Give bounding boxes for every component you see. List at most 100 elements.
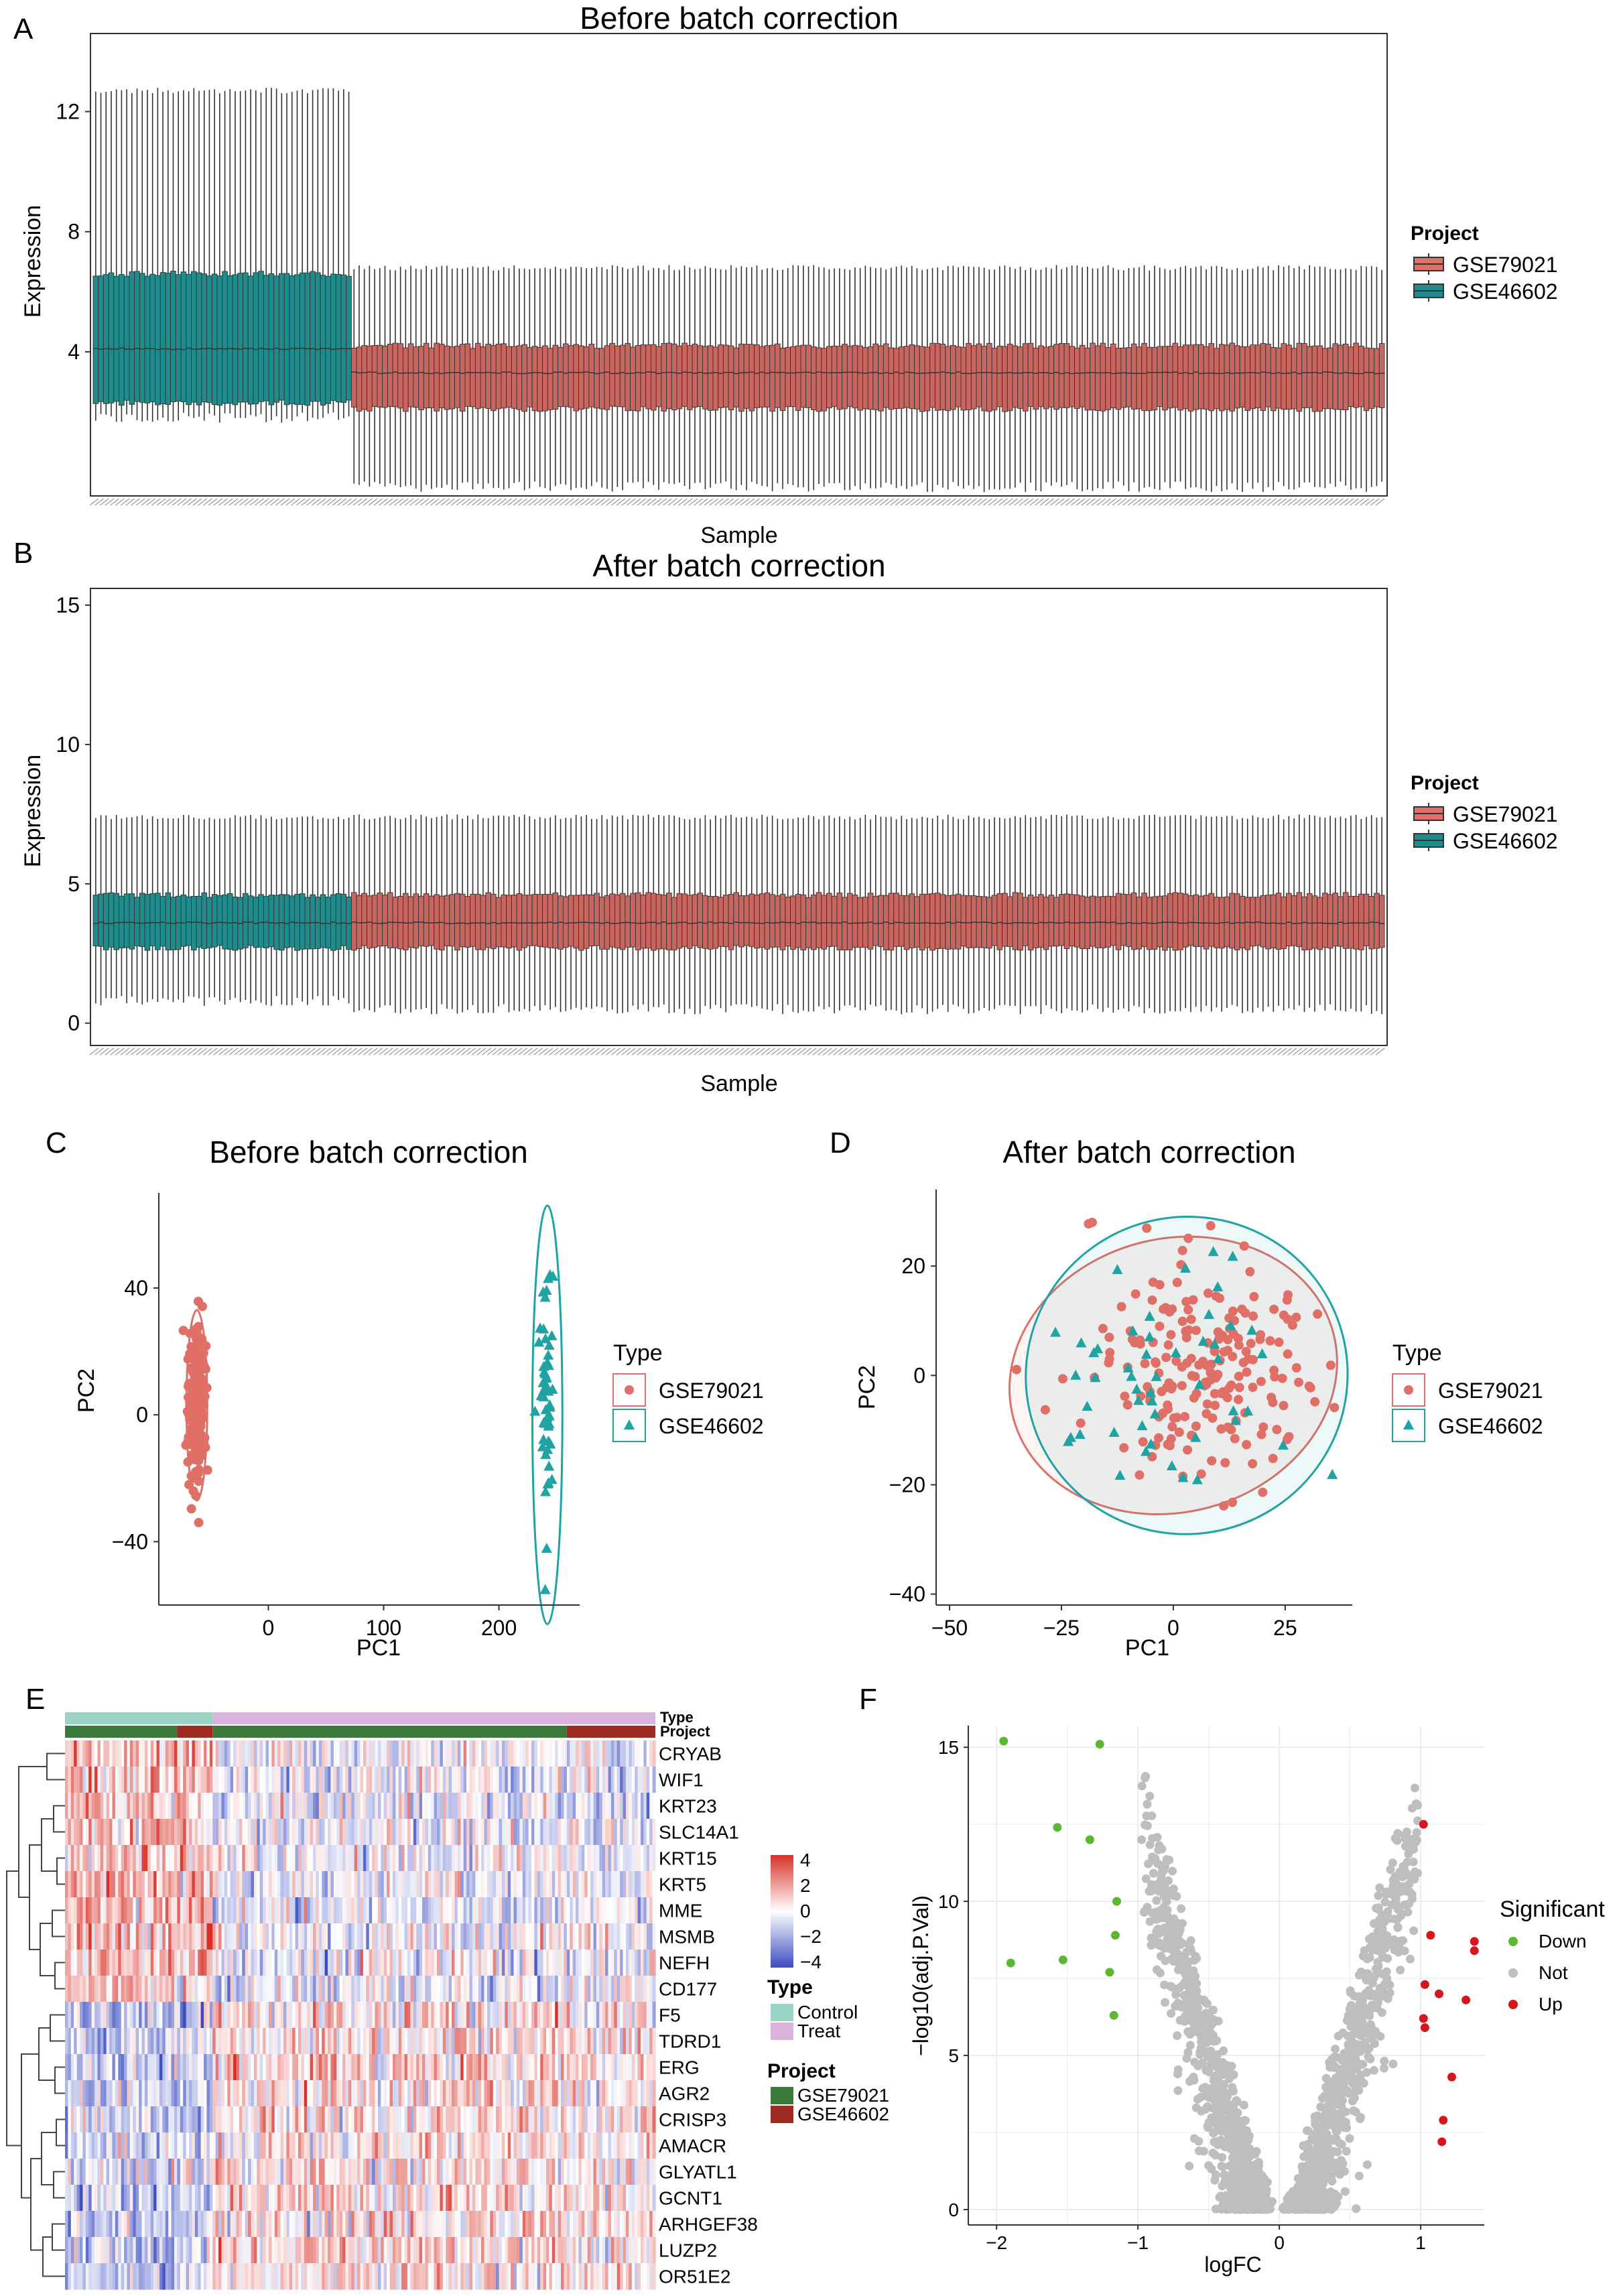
hm-cell-MSMB-122 xyxy=(425,1923,429,1950)
hm-cell-F5-114 xyxy=(401,2002,405,2029)
hm-cell-SLC14A1-176 xyxy=(584,1819,588,1846)
hm-cell-F5-132 xyxy=(454,2002,458,2029)
hm-cell-KRT5-37 xyxy=(174,1871,178,1898)
hm-cell-KRT5-110 xyxy=(389,1871,393,1898)
hm-cell-KRT23-63 xyxy=(251,1793,255,1820)
hm-cell-KRT15-7 xyxy=(85,1845,89,1872)
hm-cell-MSMB-197 xyxy=(646,1923,650,1950)
hm-cell-CRISP3-49 xyxy=(209,2106,213,2133)
hm-cell-ERG-75 xyxy=(286,2054,290,2081)
point-D-GSE46602-27 xyxy=(1108,1426,1120,1437)
box-A-GSE79021-93 xyxy=(831,345,838,407)
hm-cell-KRT23-184 xyxy=(608,1793,612,1820)
hm-cell-ERG-130 xyxy=(448,2054,452,2081)
hm-cell-MME-58 xyxy=(236,1897,240,1924)
hm-cell-KRT5-160 xyxy=(537,1871,541,1898)
hm-cell-NEFH-184 xyxy=(608,1950,612,1976)
hm-cell-ERG-41 xyxy=(186,2054,190,2081)
hm-cell-MME-20 xyxy=(124,1897,128,1924)
hm-cell-MME-159 xyxy=(534,1897,538,1924)
hm-cell-KRT5-30 xyxy=(153,1871,157,1898)
hm-cell-KRT15-12 xyxy=(100,1845,104,1872)
box-B-GSE79021-188 xyxy=(1322,893,1328,948)
hm-cell-MME-43 xyxy=(192,1897,196,1924)
hm-cell-ERG-173 xyxy=(576,2054,580,2081)
hm-cell-KRT23-100 xyxy=(360,1793,364,1820)
hm-cell-TDRD1-20 xyxy=(124,2028,128,2055)
hm-cell-ERG-4 xyxy=(76,2054,80,2081)
box-A-GSE46602-46 xyxy=(330,273,336,401)
hm-cell-WIF1-38 xyxy=(177,1767,181,1793)
hm-cell-MME-171 xyxy=(570,1897,574,1924)
box-B-GSE79021-91 xyxy=(821,895,827,950)
hm-cell-MME-124 xyxy=(431,1897,435,1924)
hm-cell-MME-48 xyxy=(206,1897,210,1924)
hm-cell-AGR2-27 xyxy=(144,2080,148,2107)
hm-cell-TDRD1-31 xyxy=(156,2028,160,2055)
hm-cell-CRYAB-120 xyxy=(419,1740,423,1767)
hm-cell-MSMB-133 xyxy=(457,1923,461,1950)
hm-cell-WIF1-48 xyxy=(206,1767,210,1793)
hm-cell-MSMB-48 xyxy=(206,1923,210,1950)
hm-cell-F5-197 xyxy=(646,2002,650,2029)
hm-cell-F5-104 xyxy=(372,2002,376,2029)
box-A-GSE79021-126 xyxy=(1002,346,1008,412)
box-B-GSE79021-102 xyxy=(878,895,884,947)
hm-cell-AGR2-105 xyxy=(375,2080,379,2107)
hm-cell-WIF1-7 xyxy=(85,1767,89,1793)
hm-cell-ERG-192 xyxy=(631,2054,635,2081)
hm-cell-ERG-25 xyxy=(139,2054,143,2081)
hm-cell-WIF1-128 xyxy=(442,1767,446,1793)
hm-cell-KRT15-67 xyxy=(263,1845,267,1872)
hm-cell-ERG-148 xyxy=(501,2054,505,2081)
box-A-GSE79021-73 xyxy=(728,345,734,411)
hm-cell-KRT15-173 xyxy=(576,1845,580,1872)
hm-cell-ERG-18 xyxy=(118,2054,122,2081)
hm-cell-KRT5-16 xyxy=(112,1871,116,1898)
hm-cell-KRT5-45 xyxy=(198,1871,202,1898)
hm-cell-KRT5-29 xyxy=(150,1871,154,1898)
hm-cell-F5-102 xyxy=(366,2002,370,2029)
hm-cell-CRYAB-84 xyxy=(313,1740,317,1767)
hm-cell-ERG-42 xyxy=(189,2054,193,2081)
hm-cell-KRT5-1 xyxy=(68,1871,72,1898)
hm-cell-TDRD1-177 xyxy=(587,2028,591,2055)
hm-cell-KRT5-159 xyxy=(534,1871,538,1898)
hm-cell-NEFH-24 xyxy=(135,1950,139,1976)
hm-cell-F5-2 xyxy=(70,2002,74,2029)
hm-cell-MSMB-103 xyxy=(369,1923,373,1950)
hm-cell-CRYAB-179 xyxy=(593,1740,597,1767)
hm-cell-SLC14A1-170 xyxy=(566,1819,570,1846)
hm-cell-ERG-6 xyxy=(82,2054,86,2081)
hm-cell-F5-158 xyxy=(531,2002,535,2029)
hm-cell-CRYAB-38 xyxy=(177,1740,181,1767)
box-A-GSE79021-187 xyxy=(1317,345,1323,412)
hm-cell-ERG-187 xyxy=(616,2054,621,2081)
hm-cell-TDRD1-85 xyxy=(316,2028,320,2055)
hm-cell-CRISP3-54 xyxy=(224,2106,228,2133)
hm-cell-CRYAB-102 xyxy=(366,1740,370,1767)
hm-cell-WIF1-104 xyxy=(372,1767,376,1793)
hm-cell-MME-166 xyxy=(555,1897,559,1924)
hm-cell-ERG-162 xyxy=(543,2054,547,2081)
point-C-GSE46602-42 xyxy=(539,1366,550,1377)
hm-cell-KRT15-167 xyxy=(558,1845,562,1872)
hm-cell-KRT23-113 xyxy=(398,1793,402,1820)
hm-cell-KRT15-186 xyxy=(614,1845,618,1872)
hm-cell-MSMB-194 xyxy=(637,1923,641,1950)
hm-cell-CRISP3-57 xyxy=(233,2106,237,2133)
hm-cell-KRT5-199 xyxy=(652,1871,656,1898)
hm-cell-CRYAB-171 xyxy=(570,1740,574,1767)
hm-cell-NEFH-170 xyxy=(566,1950,570,1976)
point-D-GSE46602-35 xyxy=(1147,1395,1158,1406)
hm-cell-MSMB-99 xyxy=(357,1923,361,1950)
hm-cell-WIF1-87 xyxy=(322,1767,326,1793)
hm-cell-KRT23-64 xyxy=(253,1793,257,1820)
hm-cell-AGR2-25 xyxy=(139,2080,143,2107)
box-B-GSE79021-119 xyxy=(966,895,972,948)
hm-cell-TDRD1-117 xyxy=(410,2028,414,2055)
hm-cell-CD177-6 xyxy=(82,1976,86,2002)
box-B-GSE79021-24 xyxy=(474,893,481,950)
point-C-GSE79021-185 xyxy=(194,1517,204,1527)
box-A-GSE79021-145 xyxy=(1100,342,1106,411)
